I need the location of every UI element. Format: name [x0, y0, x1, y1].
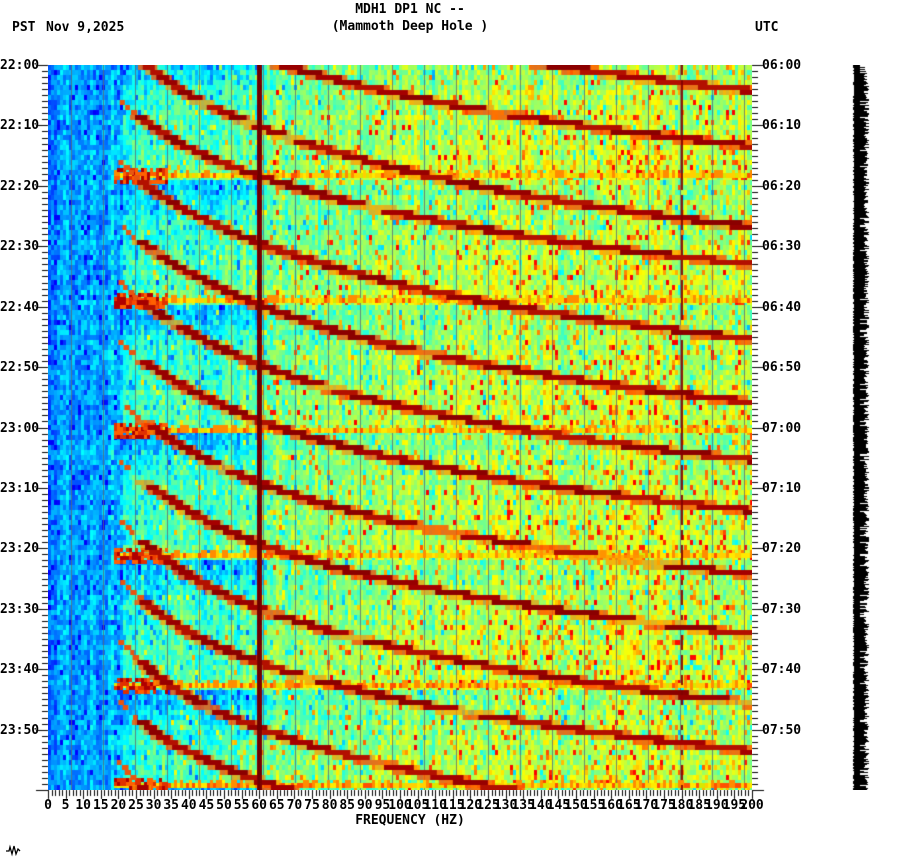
- y-tick-label-left: 23:40: [0, 662, 40, 678]
- x-tick-label: 40: [180, 798, 197, 813]
- corner-squiggle-icon: [6, 844, 21, 857]
- y-tick-label-right: 06:50: [762, 360, 802, 376]
- y-tick-label-left: 22:40: [0, 299, 40, 315]
- y-tick-label-left: 22:10: [0, 118, 40, 134]
- x-tick-label: 80: [321, 798, 338, 813]
- spectrogram-heatmap: [48, 65, 752, 790]
- y-tick-label-right: 06:00: [762, 58, 802, 73]
- x-tick-label: 190: [705, 798, 729, 813]
- x-tick-label: 115: [441, 798, 465, 813]
- y-tick-label-right: 06:10: [762, 118, 802, 134]
- x-axis-title: FREQUENCY (HZ): [355, 813, 465, 828]
- y-tick-label-left: 22:50: [0, 360, 40, 376]
- y-tick-label-right: 07:30: [762, 601, 802, 617]
- x-tick-label: 45: [198, 798, 215, 813]
- x-tick-label: 170: [634, 798, 659, 813]
- x-tick-label: 110: [423, 798, 447, 813]
- x-tick-label: 10: [75, 798, 92, 813]
- x-tick-label: 150: [564, 798, 588, 813]
- x-tick-label: 20: [110, 798, 127, 813]
- y-tick-label-left: 23:20: [0, 541, 40, 557]
- x-tick-label: 0: [44, 798, 52, 813]
- x-tick-label: 65: [268, 798, 285, 813]
- y-tick-label-left: 22:30: [0, 239, 40, 255]
- x-tick-label: 185: [687, 798, 711, 813]
- x-tick-label: 160: [599, 798, 623, 813]
- x-tick-label: 35: [163, 798, 180, 813]
- x-tick-label: 5: [61, 798, 70, 813]
- y-tick-label-left: 23:10: [0, 480, 40, 496]
- x-tick-label: 180: [669, 798, 694, 813]
- x-tick-label: 90: [356, 798, 373, 813]
- x-tick-label: 95: [374, 798, 391, 813]
- x-tick-label: 120: [458, 798, 483, 813]
- x-tick-label: 145: [546, 798, 571, 813]
- x-tick-label: 70: [286, 798, 303, 813]
- y-tick-label-left: 23:50: [0, 722, 40, 738]
- x-tick-label: 75: [304, 798, 320, 813]
- y-tick-label-right: 07:10: [762, 480, 802, 496]
- x-tick-label: 195: [722, 798, 747, 813]
- y-tick-label-right: 06:20: [762, 178, 802, 194]
- x-tick-label: 200: [740, 798, 764, 813]
- x-tick-label: 155: [581, 798, 606, 813]
- x-tick-label: 50: [216, 798, 232, 813]
- y-tick-label-left: 23:00: [0, 420, 40, 436]
- x-tick-label: 105: [405, 798, 430, 813]
- x-tick-label: 135: [511, 798, 535, 813]
- y-tick-label-right: 07:20: [762, 541, 802, 557]
- x-tick-label: 125: [476, 798, 500, 813]
- x-tick-label: 175: [652, 798, 676, 813]
- y-tick-label-right: 07:50: [762, 722, 802, 738]
- x-tick-label: 165: [617, 798, 641, 813]
- y-tick-label-right: 06:40: [762, 299, 802, 315]
- x-tick-label: 130: [493, 798, 518, 813]
- seismogram-trace-bar: [848, 65, 874, 790]
- x-tick-label: 140: [529, 798, 553, 813]
- x-tick-label: 15: [92, 798, 109, 813]
- y-tick-label-left: 22:20: [0, 178, 40, 194]
- y-tick-label-right: 07:00: [762, 420, 802, 436]
- x-tick-label: 30: [145, 798, 162, 813]
- x-tick-label: 100: [388, 798, 412, 813]
- y-tick-label-right: 07:40: [762, 662, 802, 678]
- x-tick-label: 55: [233, 798, 250, 813]
- x-tick-label: 25: [128, 798, 144, 813]
- x-tick-label: 60: [251, 798, 268, 813]
- x-tick-label: 85: [339, 798, 356, 813]
- y-tick-label-right: 06:30: [762, 239, 802, 255]
- y-tick-label-left: 22:00: [0, 58, 40, 73]
- y-tick-label-left: 23:30: [0, 601, 40, 617]
